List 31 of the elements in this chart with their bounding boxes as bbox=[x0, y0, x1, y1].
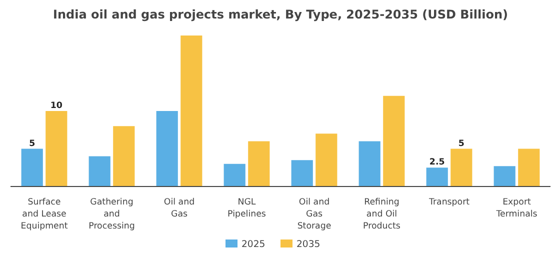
bar bbox=[46, 111, 68, 186]
bar bbox=[518, 148, 540, 186]
legend-label: 2025 bbox=[242, 239, 266, 250]
data-label: 2.5 bbox=[429, 158, 445, 168]
x-tick-label: Oil and Gas bbox=[164, 198, 195, 220]
data-label: 5 bbox=[458, 138, 464, 149]
legend-label: 2035 bbox=[296, 239, 320, 250]
x-tick-label: NGL Pipelines bbox=[228, 198, 266, 220]
x-tick-label: Refining and Oil Products bbox=[363, 198, 401, 232]
bar bbox=[21, 148, 43, 186]
bar bbox=[248, 141, 270, 186]
bar bbox=[494, 166, 516, 186]
bar bbox=[291, 160, 313, 186]
chart-title: India oil and gas projects market, By Type, 2025-2035 (USD Billion) bbox=[52, 8, 508, 22]
bar bbox=[88, 156, 110, 186]
bar bbox=[358, 141, 380, 186]
bar bbox=[426, 168, 448, 186]
x-tick-label: Surface and Lease Equipment bbox=[20, 198, 68, 232]
bar bbox=[113, 126, 135, 186]
x-tick-label: Transport bbox=[428, 198, 470, 208]
bar bbox=[450, 148, 472, 186]
bar bbox=[383, 96, 405, 186]
x-tick-label: Oil and Gas Storage bbox=[297, 198, 332, 232]
x-tick-label: Export Terminals bbox=[495, 198, 538, 220]
data-label: 10 bbox=[50, 101, 62, 112]
bar bbox=[156, 111, 178, 186]
bar bbox=[180, 36, 202, 186]
bar bbox=[224, 164, 246, 186]
data-label: 5 bbox=[29, 138, 36, 149]
x-tick-label: Gathering and Processing bbox=[88, 198, 135, 232]
bar bbox=[316, 134, 338, 186]
